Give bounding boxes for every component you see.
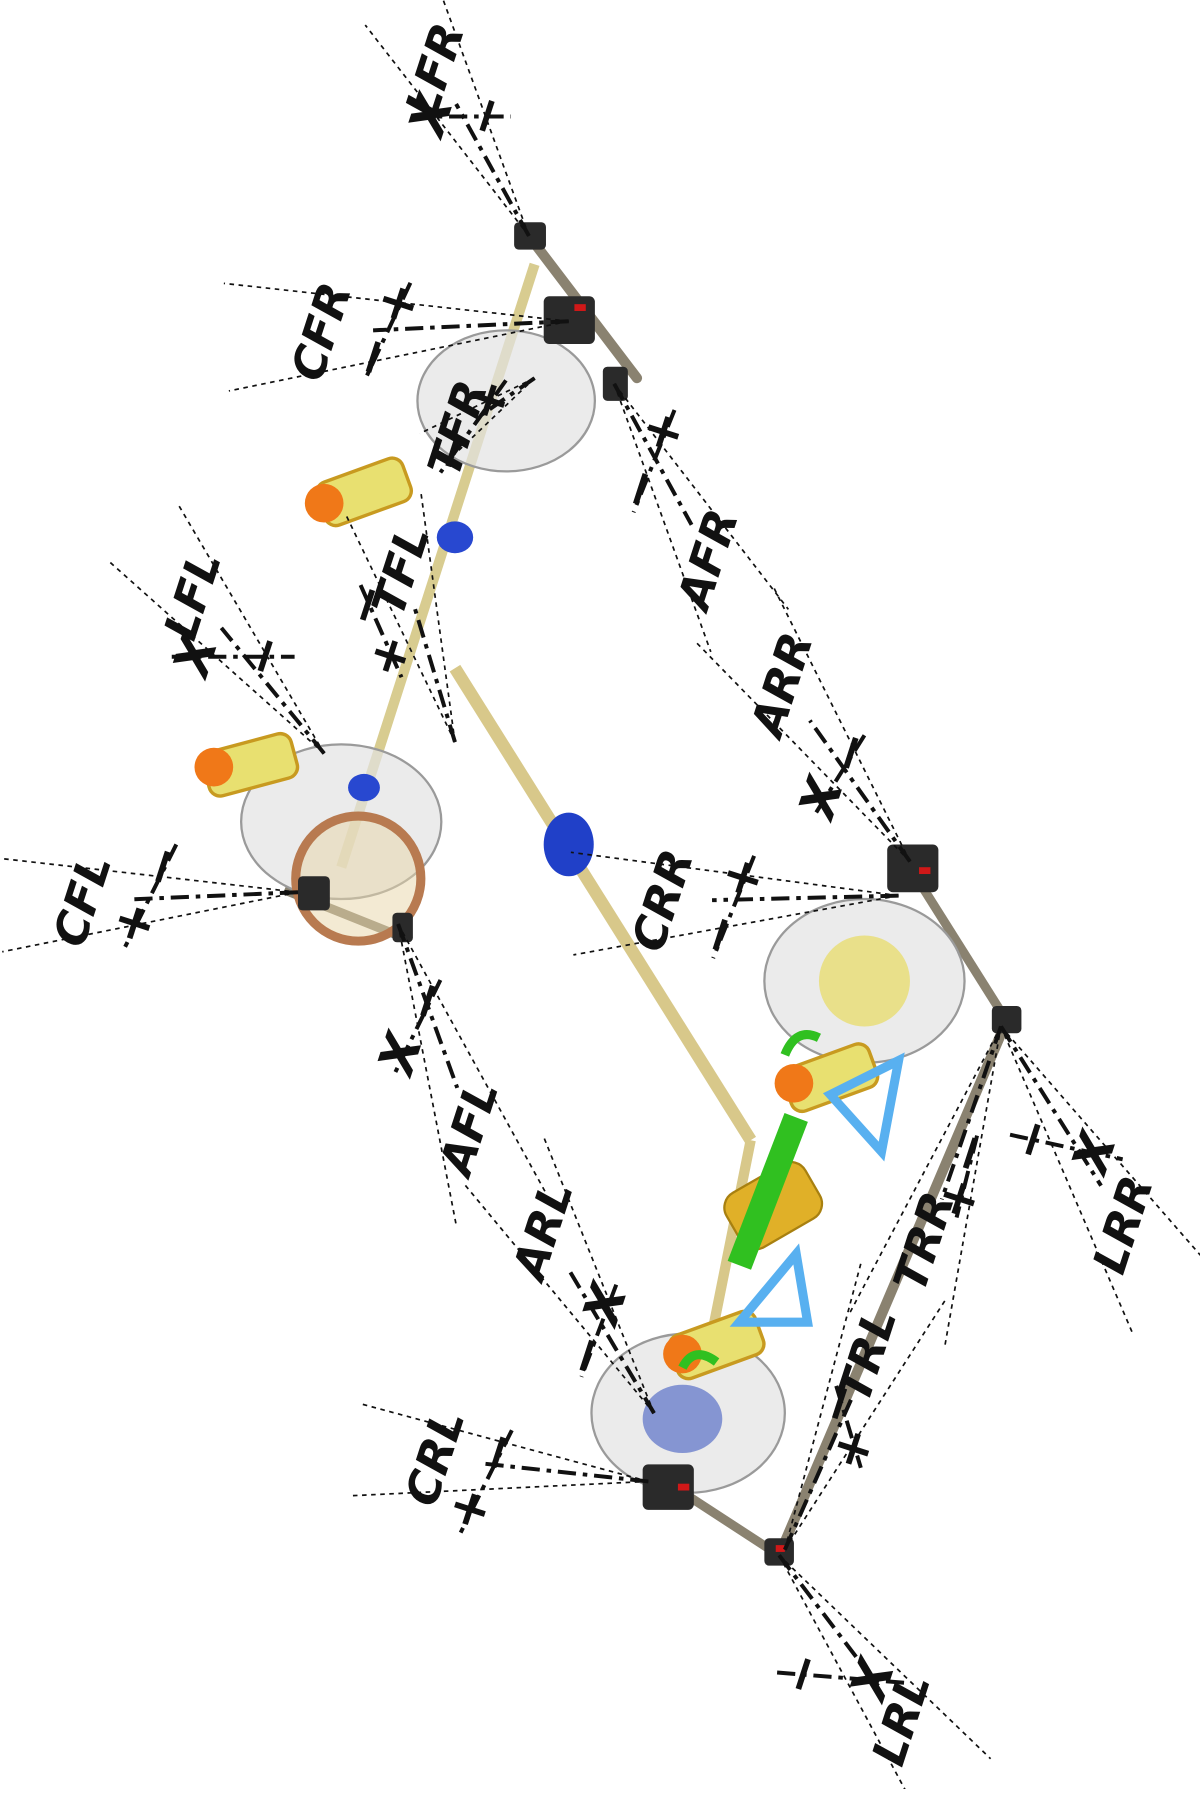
sign-label: − [338, 328, 406, 386]
sign-label: − [605, 460, 673, 518]
sign-label: − [463, 1423, 531, 1481]
axis-line [391, 979, 443, 1078]
axis-line [612, 382, 694, 526]
guide-line [420, 491, 456, 743]
guide-line [358, 1402, 649, 1483]
axis-line [783, 1394, 855, 1551]
axis-line [363, 281, 413, 380]
guide-line [345, 514, 456, 743]
axis-line [454, 103, 531, 237]
guide-line [441, 377, 536, 467]
sign-label: − [998, 1110, 1066, 1168]
axis-line [954, 1135, 979, 1219]
axis-line [711, 893, 899, 903]
sign-label: − [816, 723, 884, 781]
axis-line [565, 1266, 656, 1415]
guide-line [109, 561, 325, 755]
guide-line [573, 894, 899, 956]
guide-line [570, 851, 899, 897]
guide-line [364, 24, 530, 237]
alignment-label: ARL [502, 1175, 584, 1289]
guide-line [778, 1554, 908, 1793]
axis-line [358, 584, 404, 679]
sign-label: − [685, 905, 753, 963]
guide-line [223, 282, 569, 323]
guide-line [462, 1181, 655, 1414]
sign-label: − [768, 1645, 836, 1703]
axis-line [834, 1385, 863, 1469]
sign-label: − [128, 837, 196, 895]
alignment-label: ARR [740, 626, 824, 745]
axis-line [777, 1554, 881, 1689]
alignment-label: LFL [154, 545, 232, 646]
sign-label: + [628, 403, 696, 461]
sign-label: + [99, 894, 167, 952]
sign-label: X [366, 1024, 435, 1084]
sign-label: X [571, 1274, 640, 1334]
axis-line [412, 605, 457, 743]
guide-line [228, 320, 569, 392]
axis-line [811, 734, 867, 819]
guide-line [348, 1480, 649, 1497]
guide-line [397, 923, 458, 1228]
chassis [194, 222, 1022, 1566]
guide-line [784, 1259, 863, 1550]
guide-line [613, 383, 712, 653]
guide-line [695, 641, 911, 863]
axis-line [474, 376, 536, 421]
axis-line [372, 319, 569, 333]
sign-label: − [452, 87, 520, 145]
axis-line [776, 1670, 905, 1685]
sign-label: − [230, 627, 298, 685]
alignment-label: LRR [1083, 1169, 1164, 1280]
guide-line [613, 383, 790, 610]
sign-label: + [818, 1420, 886, 1478]
guide-line [442, 0, 530, 237]
sign-label: + [708, 849, 776, 907]
guide-line [397, 923, 548, 1195]
sign-label: X [787, 768, 856, 828]
guide-line [1000, 1026, 1134, 1333]
guide-line [541, 1134, 655, 1414]
axis-line [999, 1025, 1103, 1187]
sign-label: − [393, 971, 461, 1029]
alignment-label: AFR [666, 503, 749, 619]
sign-label: + [363, 274, 431, 332]
guide-line [419, 377, 535, 435]
axis-line [579, 1283, 619, 1378]
axis-line [479, 1461, 649, 1484]
axis-line [127, 890, 299, 902]
axis-line [219, 626, 326, 755]
guide-line [1000, 1025, 1200, 1257]
alignment-label: AFL [428, 1074, 509, 1184]
axis-line [808, 719, 912, 863]
guide-line [772, 586, 911, 862]
axis-line [939, 1025, 1003, 1200]
guide-line [778, 1554, 992, 1760]
guide-line [178, 504, 325, 754]
guide-line [784, 1297, 948, 1551]
